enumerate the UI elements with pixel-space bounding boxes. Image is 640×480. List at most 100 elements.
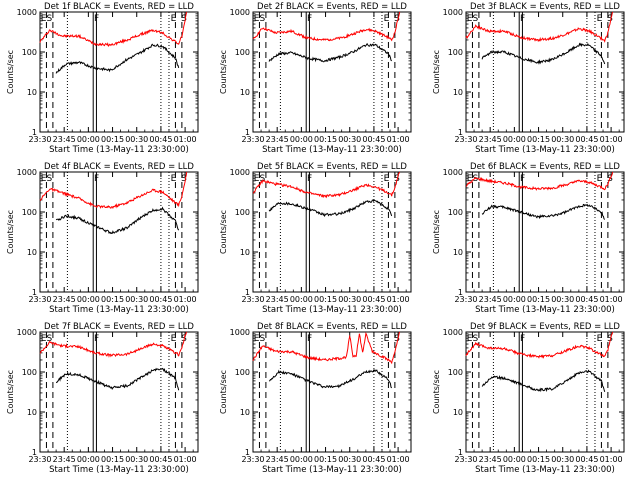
y-tick-label: 1000 <box>443 328 463 337</box>
x-tick-label: 23:45 <box>53 455 76 464</box>
plot-frame <box>39 331 199 453</box>
lld-series-line <box>252 11 401 42</box>
x-axis-label: Start Time (13-May-11 23:30:00) <box>475 465 615 475</box>
marker-label: S <box>394 14 400 24</box>
x-tick-label: 00:15 <box>314 135 337 144</box>
y-axis-label: Counts/sec <box>219 50 228 94</box>
panel-det-3: 1 10 100 1000 23:30 23:45 00:00 00:15 00:30 00:45… <box>432 2 625 155</box>
lld-series-line <box>252 171 401 199</box>
x-tick-label: 00:15 <box>101 455 124 464</box>
x-tick-label: 00:30 <box>338 135 361 144</box>
marker-label: E <box>171 174 177 184</box>
panel-det-4: 1 10 100 1000 23:30 23:45 00:00 00:15 00:30 00:45… <box>6 162 199 315</box>
x-tick-label: 23:30 <box>241 455 264 464</box>
marker-label: E <box>171 334 177 344</box>
x-tick-label: 00:00 <box>77 455 100 464</box>
x-tick-label: 00:00 <box>503 295 526 304</box>
y-tick-label: 1 <box>32 288 37 297</box>
x-tick-label: 01:00 <box>387 295 410 304</box>
panel-det-8: 1 10 100 1000 23:30 23:45 00:00 00:15 00:30 00:45… <box>219 322 412 475</box>
y-tick-label: 100 <box>448 208 463 217</box>
marker-label: E <box>597 334 603 344</box>
x-tick-label: 00:00 <box>290 135 313 144</box>
y-tick-label: 1 <box>245 288 250 297</box>
panel-title: Det 1f BLACK = Events, RED = LLD <box>44 2 194 12</box>
plot-frame <box>465 11 625 133</box>
x-tick-label: 00:30 <box>551 135 574 144</box>
y-tick-label: 1 <box>32 448 37 457</box>
x-tick-label: 00:00 <box>77 135 100 144</box>
marker-label: S <box>181 14 187 24</box>
x-tick-label: 00:30 <box>338 455 361 464</box>
panel-title: Det 8f BLACK = Events, RED = LLD <box>257 322 407 332</box>
x-tick-label: 00:45 <box>575 455 598 464</box>
y-tick-label: 100 <box>448 368 463 377</box>
lld-series-line <box>466 171 614 191</box>
plot-frame <box>39 11 199 133</box>
y-tick-label: 1000 <box>443 8 463 17</box>
y-tick-label: 100 <box>22 208 37 217</box>
lld-series-line <box>465 11 614 43</box>
y-tick-label: 10 <box>453 88 463 97</box>
panel-det-2: 1 10 100 1000 23:30 23:45 00:00 00:15 00:30 00:45… <box>219 2 412 155</box>
x-axis-label: Start Time (13-May-11 23:30:00) <box>49 145 189 155</box>
x-tick-label: 00:00 <box>77 295 100 304</box>
plot-frame <box>252 171 412 293</box>
marker-label: S <box>181 174 187 184</box>
y-tick-label: 1000 <box>230 168 250 177</box>
y-axis-label: Counts/sec <box>6 210 15 254</box>
x-tick-label: 00:00 <box>290 455 313 464</box>
marker-label: ES <box>467 174 479 184</box>
plot-frame <box>252 11 412 133</box>
marker-label: ES <box>254 14 266 24</box>
x-axis-label: Start Time (13-May-11 23:30:00) <box>262 145 402 155</box>
x-tick-label: 00:45 <box>149 135 172 144</box>
marker-label: ES <box>254 174 266 184</box>
x-tick-label: 01:00 <box>600 455 623 464</box>
events-series-line <box>55 206 180 235</box>
y-tick-label: 1 <box>245 128 250 137</box>
x-tick-label: 23:30 <box>28 295 51 304</box>
y-tick-label: 10 <box>240 88 250 97</box>
events-series-line <box>55 43 180 74</box>
x-tick-label: 23:45 <box>479 135 502 144</box>
x-tick-label: 23:30 <box>28 455 51 464</box>
y-tick-label: 1 <box>458 288 463 297</box>
marker-label: F <box>94 174 99 184</box>
x-tick-label: 00:30 <box>125 135 148 144</box>
x-tick-label: 01:00 <box>174 295 197 304</box>
y-tick-label: 10 <box>240 408 250 417</box>
y-tick-label: 100 <box>235 368 250 377</box>
marker-label: ES <box>41 334 53 344</box>
x-tick-label: 00:45 <box>149 455 172 464</box>
x-tick-label: 23:30 <box>241 295 264 304</box>
x-tick-label: 00:45 <box>362 295 385 304</box>
plot-frame <box>465 331 625 453</box>
y-tick-label: 100 <box>448 48 463 57</box>
x-tick-label: 23:30 <box>454 135 477 144</box>
y-axis-label: Counts/sec <box>6 50 15 94</box>
y-tick-label: 10 <box>453 248 463 257</box>
x-tick-label: 23:30 <box>454 455 477 464</box>
x-tick-label: 00:30 <box>125 295 148 304</box>
x-tick-label: 23:45 <box>266 295 289 304</box>
x-axis-label: Start Time (13-May-11 23:30:00) <box>49 305 189 315</box>
x-tick-label: 23:30 <box>28 135 51 144</box>
marker-label: E <box>384 334 390 344</box>
x-tick-label: 01:00 <box>600 295 623 304</box>
x-tick-label: 00:15 <box>314 295 337 304</box>
x-tick-label: 00:30 <box>338 295 361 304</box>
events-series-line <box>268 42 393 63</box>
y-tick-label: 10 <box>27 88 37 97</box>
y-tick-label: 10 <box>240 248 250 257</box>
events-series-line <box>481 203 606 220</box>
x-tick-label: 23:45 <box>266 455 289 464</box>
events-series-line <box>481 369 606 393</box>
y-tick-label: 1 <box>458 128 463 137</box>
marker-label: F <box>520 334 525 344</box>
y-tick-label: 100 <box>235 208 250 217</box>
panel-title: Det 2f BLACK = Events, RED = LLD <box>257 2 407 12</box>
plot-frame <box>465 171 625 293</box>
x-tick-label: 23:30 <box>241 135 264 144</box>
marker-label: E <box>384 174 390 184</box>
